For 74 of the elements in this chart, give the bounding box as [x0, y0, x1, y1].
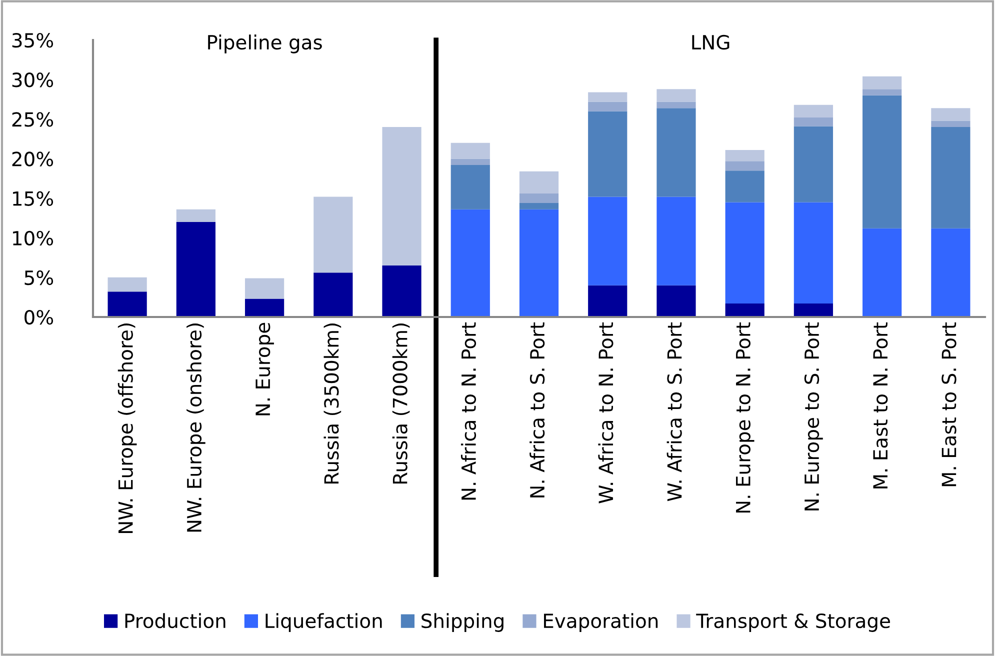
- bar: [725, 170, 764, 202]
- legend-label: Evaporation: [544, 613, 658, 632]
- bar: [450, 158, 490, 166]
- bar: [862, 95, 902, 228]
- bar: [519, 194, 559, 204]
- bar: [108, 292, 147, 317]
- bar: [450, 165, 490, 210]
- y-tick-label: 0%: [24, 310, 54, 325]
- bar: [588, 111, 628, 197]
- bar: [176, 222, 216, 317]
- bar: [656, 102, 696, 108]
- y-tick-label: 35%: [12, 32, 54, 48]
- bar: [794, 202, 834, 304]
- bar: [244, 278, 284, 299]
- bar: [588, 196, 628, 286]
- annotation: Pipeline gas: [208, 34, 322, 54]
- x-tick-label: N. Europe to S. Port: [804, 322, 823, 510]
- bar: [725, 161, 764, 171]
- bar: [931, 120, 970, 128]
- bar: [862, 76, 902, 90]
- legend-label: Production: [125, 613, 226, 628]
- bar: [450, 142, 490, 159]
- bar: [656, 285, 696, 317]
- y-tick-label: 20%: [12, 152, 54, 166]
- x-tick-label: NW. Europe (onshore): [186, 324, 206, 532]
- bar: [314, 196, 353, 273]
- bar: [176, 209, 216, 222]
- bar: [108, 277, 147, 292]
- y-tick-label: 15%: [13, 191, 54, 206]
- bar: [656, 89, 696, 102]
- bar: [862, 228, 902, 317]
- bar: [725, 304, 764, 317]
- x-tick-label: M. East to S. Port: [942, 322, 956, 486]
- bar: [725, 202, 764, 304]
- bar: [588, 102, 628, 112]
- y-tick-label: 25%: [12, 112, 54, 127]
- bar: [931, 108, 970, 121]
- bar: [725, 150, 764, 162]
- x-tick-label: Russia (7000km): [392, 324, 410, 484]
- bar: [382, 127, 422, 266]
- y-tick-label: 30%: [12, 72, 54, 88]
- x-tick-label: N. Europe to N. Port: [736, 322, 754, 513]
- x-tick-label: N. Europe: [256, 322, 274, 416]
- bar: [519, 203, 559, 210]
- legend-label: Transport & Storage: [696, 613, 890, 632]
- bar: [519, 171, 559, 194]
- x-tick-label: N. Africa to N. Port: [460, 322, 476, 500]
- x-tick-label: M. East to N. Port: [873, 322, 888, 488]
- bar: [244, 298, 284, 317]
- x-tick-label: N. Africa to S. Port: [530, 322, 545, 498]
- bar: [931, 228, 970, 317]
- bar: [314, 272, 353, 317]
- bar: [862, 89, 902, 96]
- bar: [656, 108, 696, 197]
- bar: [656, 196, 696, 286]
- bar: [588, 92, 628, 102]
- bar: [382, 266, 422, 317]
- x-tick-label: W. Africa to N. Port: [598, 322, 614, 504]
- y-tick-label: 5%: [24, 270, 54, 286]
- bar: [794, 126, 834, 202]
- bar: [931, 127, 970, 228]
- annotation: LNG: [692, 34, 730, 50]
- y-tick-label: 10%: [13, 230, 54, 246]
- bar: [794, 104, 834, 118]
- legend-label: Shipping: [422, 613, 504, 632]
- bar: [519, 209, 559, 317]
- legend-label: Liquefaction: [266, 613, 382, 632]
- x-tick-label: W. Africa to S. Port: [666, 322, 682, 502]
- bar: [794, 304, 834, 317]
- bar: [450, 209, 490, 317]
- x-tick-label: NW. Europe (offshore): [118, 324, 137, 534]
- x-tick-label: Russia (3500km): [324, 324, 342, 484]
- bar: [794, 118, 834, 126]
- bar: [588, 285, 628, 317]
